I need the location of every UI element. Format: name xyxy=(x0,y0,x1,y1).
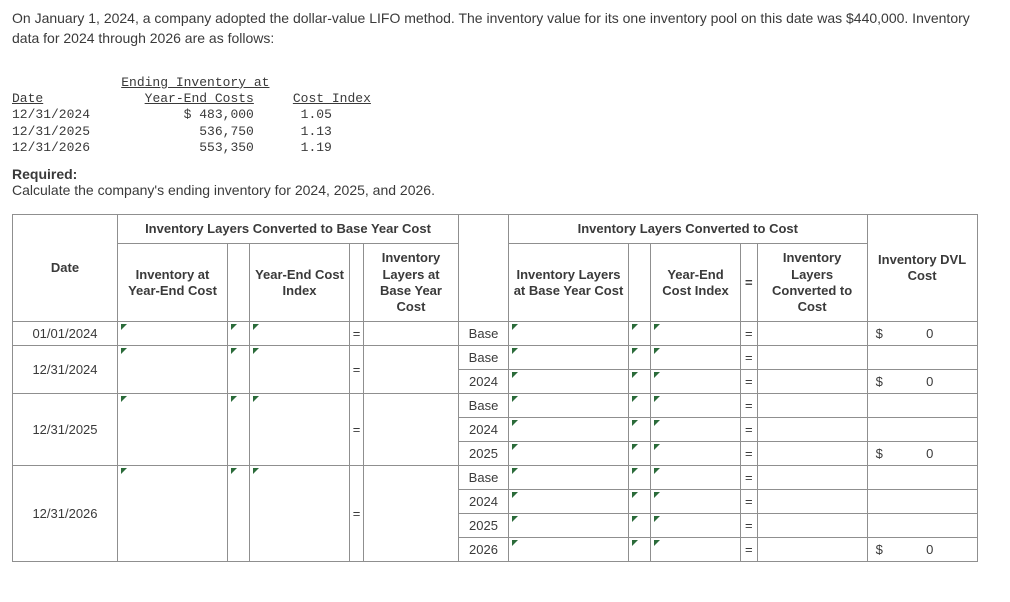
required-label: Required: xyxy=(12,166,998,182)
required-text: Calculate the company's ending inventory… xyxy=(12,182,998,198)
cell-op2[interactable] xyxy=(629,466,651,490)
cell-dvl xyxy=(867,346,977,370)
cell-idx2[interactable] xyxy=(651,346,741,370)
cell-inv-ye[interactable] xyxy=(118,466,228,562)
hdr-ye-idx2: Year-End Cost Index xyxy=(651,244,741,322)
row-date: 12/31/2024 xyxy=(13,346,118,394)
cell-layers-b2[interactable] xyxy=(509,322,629,346)
cell-dvl xyxy=(867,418,977,442)
cell-inv-ye[interactable] xyxy=(118,322,228,346)
cell-conv xyxy=(757,514,867,538)
cell-layers-b2[interactable] xyxy=(509,466,629,490)
cell-layers-b2[interactable] xyxy=(509,394,629,418)
cell-conv xyxy=(757,394,867,418)
cell-dvl xyxy=(867,394,977,418)
cell-op2[interactable] xyxy=(629,418,651,442)
cell-layers-b2[interactable] xyxy=(509,370,629,394)
hdr-conv: Inventory Layers Converted to Cost xyxy=(757,244,867,322)
cell-idx2[interactable] xyxy=(651,490,741,514)
layer-label: 2024 xyxy=(459,418,509,442)
cell-layers-bc xyxy=(364,346,459,394)
cell-idx2[interactable] xyxy=(651,538,741,562)
cell-op2[interactable] xyxy=(629,394,651,418)
cell-idx2[interactable] xyxy=(651,418,741,442)
cell-op[interactable] xyxy=(228,322,250,346)
cell-conv xyxy=(757,418,867,442)
cell-layers-bc xyxy=(364,394,459,466)
layer-label: Base xyxy=(459,322,509,346)
cell-layers-b2[interactable] xyxy=(509,538,629,562)
cell-idx2[interactable] xyxy=(651,322,741,346)
hdr-layers-b2: Inventory Layers at Base Year Cost xyxy=(509,244,629,322)
layer-label: Base xyxy=(459,346,509,370)
cell-dvl: $0 xyxy=(867,370,977,394)
hdr-group-cost: Inventory Layers Converted to Cost xyxy=(509,215,868,244)
layer-label: 2024 xyxy=(459,370,509,394)
cell-op2[interactable] xyxy=(629,538,651,562)
cell-op[interactable] xyxy=(228,346,250,394)
hdr-group-base: Inventory Layers Converted to Base Year … xyxy=(118,215,459,244)
problem-statement: On January 1, 2024, a company adopted th… xyxy=(12,8,998,49)
cell-dvl xyxy=(867,514,977,538)
cell-layers-b2[interactable] xyxy=(509,490,629,514)
hdr-layer-label xyxy=(459,215,509,322)
layer-label: Base xyxy=(459,466,509,490)
cell-op[interactable] xyxy=(228,394,250,466)
calculation-table: Date Inventory Layers Converted to Base … xyxy=(12,214,978,562)
cell-op2[interactable] xyxy=(629,514,651,538)
cell-conv xyxy=(757,346,867,370)
hdr-dvl: Inventory DVL Cost xyxy=(867,215,977,322)
layer-label: 2025 xyxy=(459,442,509,466)
cell-layers-b2[interactable] xyxy=(509,442,629,466)
layer-label: 2026 xyxy=(459,538,509,562)
cell-inv-ye[interactable] xyxy=(118,394,228,466)
cell-layers-b2[interactable] xyxy=(509,346,629,370)
cell-dvl: $0 xyxy=(867,322,977,346)
cell-idx2[interactable] xyxy=(651,394,741,418)
cell-op2[interactable] xyxy=(629,442,651,466)
cell-dvl xyxy=(867,490,977,514)
cell-conv xyxy=(757,322,867,346)
layer-label: 2025 xyxy=(459,514,509,538)
cell-op2[interactable] xyxy=(629,370,651,394)
row-date: 12/31/2026 xyxy=(13,466,118,562)
cell-idx2[interactable] xyxy=(651,466,741,490)
cell-op[interactable] xyxy=(228,466,250,562)
cell-conv xyxy=(757,538,867,562)
row-date: 01/01/2024 xyxy=(13,322,118,346)
cell-idx[interactable] xyxy=(250,346,350,394)
cell-dvl: $0 xyxy=(867,442,977,466)
cell-idx2[interactable] xyxy=(651,370,741,394)
cell-inv-ye[interactable] xyxy=(118,346,228,394)
hdr-inv-ye: Inventory at Year-End Cost xyxy=(118,244,228,322)
cell-dvl xyxy=(867,466,977,490)
cell-op2[interactable] xyxy=(629,346,651,370)
cell-idx[interactable] xyxy=(250,394,350,466)
cell-conv xyxy=(757,370,867,394)
given-data-table: Ending Inventory at Date Year-End Costs … xyxy=(12,59,998,157)
cell-idx2[interactable] xyxy=(651,442,741,466)
cell-op2[interactable] xyxy=(629,490,651,514)
cell-idx[interactable] xyxy=(250,322,350,346)
hdr-date: Date xyxy=(13,215,118,322)
cell-conv xyxy=(757,442,867,466)
row-date: 12/31/2025 xyxy=(13,394,118,466)
cell-conv xyxy=(757,490,867,514)
cell-layers-bc xyxy=(364,322,459,346)
cell-dvl: $0 xyxy=(867,538,977,562)
cell-conv xyxy=(757,466,867,490)
cell-layers-b2[interactable] xyxy=(509,514,629,538)
layer-label: 2024 xyxy=(459,490,509,514)
hdr-layers-bc: Inventory Layers at Base Year Cost xyxy=(364,244,459,322)
hdr-ye-idx: Year-End Cost Index xyxy=(250,244,350,322)
cell-layers-b2[interactable] xyxy=(509,418,629,442)
cell-layers-bc xyxy=(364,466,459,562)
cell-idx[interactable] xyxy=(250,466,350,562)
cell-idx2[interactable] xyxy=(651,514,741,538)
cell-op2[interactable] xyxy=(629,322,651,346)
layer-label: Base xyxy=(459,394,509,418)
